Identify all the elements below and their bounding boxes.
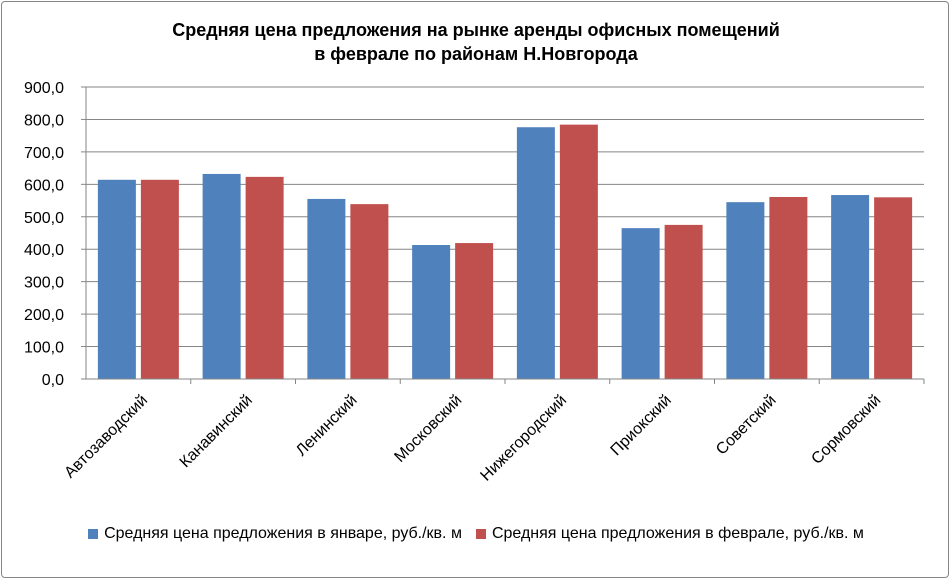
y-tick-label: 700,0 [24,145,64,162]
bar-january [726,202,765,379]
bar-january [97,179,136,379]
x-tick-label: Сормовский [808,392,884,468]
bar-january [621,228,660,379]
x-tick-label: Автозаводский [61,392,151,482]
y-tick-label: 800,0 [24,112,64,129]
legend-item-january: Средняя цена предложения в январе, руб./… [88,525,462,543]
x-axis [85,87,925,384]
legend-label-january: Средняя цена предложения в январе, руб./… [104,525,462,542]
x-tick-label: Советский [713,392,780,459]
bar-january [831,195,870,379]
y-tick-label: 400,0 [24,242,64,259]
bar-february [769,196,808,379]
x-tick-label: Канавинский [177,392,256,471]
bar-january [307,198,346,379]
bar-february [559,124,598,379]
bar-february [350,204,389,379]
x-tick-label: Приокский [608,392,675,459]
legend-item-february: Средняя цена предложения в феврале, руб.… [475,525,864,543]
y-tick-label: 300,0 [24,275,64,292]
bar-january [412,245,451,379]
bar-february [874,197,913,379]
y-tick-label: 900,0 [24,80,64,97]
bar-february [245,176,284,379]
y-axis-ticks: 0,0 100,0 200,0 300,0 400,0 500,0 600,0 700,0 80… [24,80,86,389]
y-tick-label: 0,0 [42,372,64,389]
x-tick-label: Московский [391,392,465,466]
legend-label-february: Средняя цена предложения в феврале, руб.… [491,525,864,542]
chart-title-line-2: в феврале по районам Н.Новгорода [314,44,638,64]
chart-title: Средняя цена предложения на рынке аренды… [0,18,952,66]
y-tick-label: 500,0 [24,210,64,227]
legend-swatch-january [88,529,99,539]
y-tick-label: 100,0 [24,340,64,357]
bars [97,124,913,379]
bar-january [202,173,241,379]
x-tick-label: Ленинский [293,392,361,460]
y-tick-label: 600,0 [24,177,64,194]
bar-february [140,179,179,379]
chart-title-line-1: Средняя цена предложения на рынке аренды… [172,20,780,40]
x-tick-label: Нижегородский [477,392,570,485]
legend: Средняя цена предложения в январе, руб./… [0,522,952,546]
x-axis-labels: Автозаводский Канавинский Ленинский Московс… [61,392,884,485]
y-tick-label: 200,0 [24,307,64,324]
legend-swatch-february [475,529,486,539]
bar-february [664,224,703,379]
bar-january [516,127,555,379]
bar-february [455,243,494,379]
